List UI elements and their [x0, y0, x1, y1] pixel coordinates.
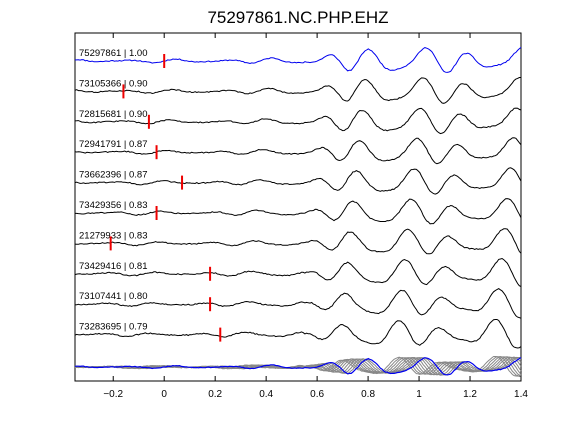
stack-trace-9 — [74, 356, 522, 377]
trace-line-5 — [75, 198, 522, 225]
trace-line-8 — [74, 288, 522, 319]
trace-line-6 — [74, 228, 522, 255]
trace-label-5: 73429356 | 0.83 — [79, 200, 148, 211]
trace-label-7: 73429416 | 0.81 — [79, 261, 148, 272]
trace-line-7 — [74, 257, 522, 288]
trace-line-1 — [74, 77, 521, 104]
chart-title: 75297861.NC.PHP.EHZ — [207, 8, 389, 27]
x-tick-label-4: 0.6 — [310, 389, 324, 400]
trace-label-1: 73105366 | 0.90 — [79, 78, 148, 89]
trace-line-9 — [74, 319, 522, 349]
stack-reference-trace — [74, 357, 522, 376]
x-tick-label-0: −0.2 — [103, 389, 123, 400]
trace-line-3 — [74, 137, 522, 165]
trace-line-0 — [74, 47, 522, 73]
axes-frame — [74, 32, 522, 382]
trace-label-4: 73662396 | 0.87 — [79, 170, 148, 181]
x-tick-label-8: 1.4 — [514, 389, 528, 400]
trace-label-9: 73283695 | 0.79 — [79, 322, 148, 333]
x-tick-label-7: 1.2 — [463, 389, 477, 400]
x-tick-label-3: 0.4 — [259, 389, 273, 400]
trace-label-0: 75297861 | 1.00 — [79, 48, 148, 59]
x-tick-label-6: 1 — [416, 389, 422, 400]
trace-label-8: 73107441 | 0.80 — [79, 291, 148, 302]
trace-line-4 — [74, 167, 522, 195]
x-tick-label-5: 0.8 — [361, 389, 375, 400]
x-tick-label-1: 0 — [161, 389, 167, 400]
trace-label-6: 21279933 | 0.83 — [79, 230, 148, 241]
trace-label-3: 72941791 | 0.87 — [79, 139, 148, 150]
trace-label-2: 72815681 | 0.90 — [79, 109, 148, 120]
x-tick-label-2: 0.2 — [208, 389, 222, 400]
